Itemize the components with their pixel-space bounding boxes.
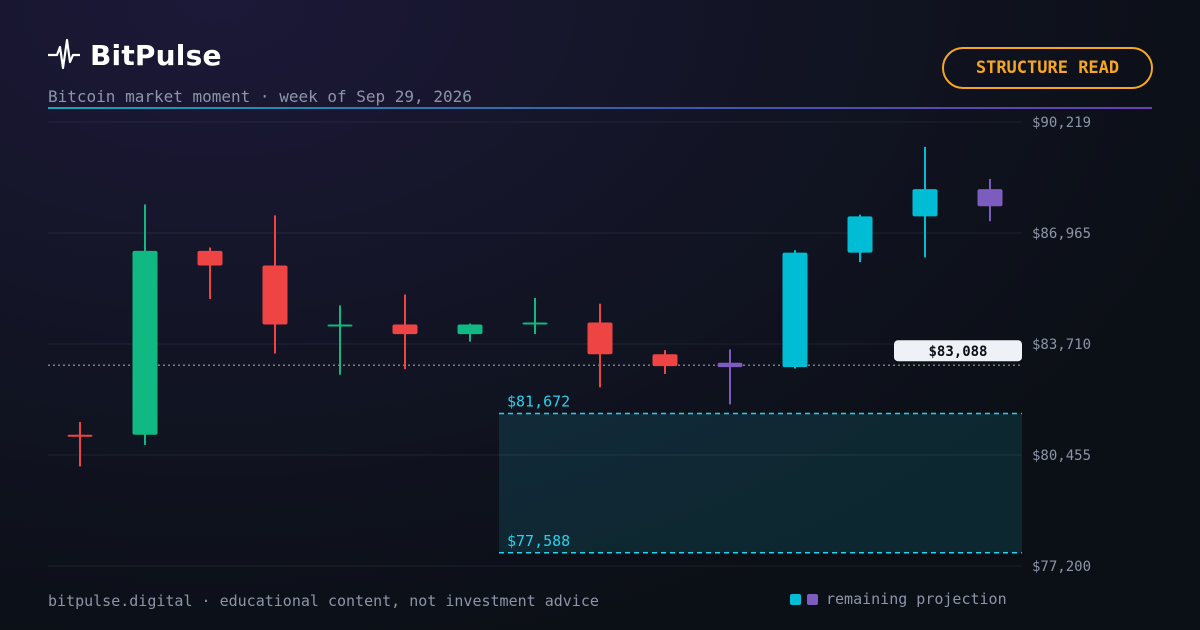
candle-body (327, 324, 353, 327)
candle-body (587, 322, 613, 355)
current-price-tag (894, 340, 1022, 362)
current-price-label: $83,088 (928, 344, 987, 360)
y-tick-label: $86,965 (1032, 226, 1091, 242)
zone-lower-label: $77,588 (507, 532, 570, 550)
legend-label: remaining projection (826, 590, 1007, 608)
legend-swatch-projection-alt (807, 593, 818, 605)
candle-body (847, 216, 873, 253)
projection-zone (499, 413, 1022, 553)
footer-disclaimer: bitpulse.digital · educational content, … (48, 592, 599, 610)
y-tick-label: $80,455 (1032, 448, 1091, 464)
y-tick-label: $90,219 (1032, 115, 1091, 131)
candle-body (392, 324, 418, 335)
zone-upper-label: $81,672 (507, 392, 570, 410)
legend: remaining projection (790, 590, 1007, 608)
y-tick-label: $83,710 (1032, 337, 1091, 353)
candle-body (977, 189, 1003, 207)
brand-name: BitPulse (90, 38, 222, 72)
candle-body (912, 189, 938, 217)
legend-swatch-projection (790, 593, 801, 605)
candle-body (522, 322, 548, 325)
candle-body (262, 265, 288, 325)
candle-body (782, 252, 808, 368)
header-divider (48, 107, 1152, 109)
candle-body (197, 250, 223, 266)
page-subtitle: Bitcoin market moment · week of Sep 29, … (48, 87, 472, 106)
brand: BitPulse (48, 38, 222, 72)
candle-body (132, 250, 158, 435)
structure-read-badge: STRUCTURE READ (942, 47, 1153, 89)
candle-body (457, 324, 483, 335)
candle-body (67, 434, 93, 437)
candle-body (717, 362, 743, 368)
pulse-icon (48, 38, 80, 70)
y-tick-label: $77,200 (1032, 559, 1091, 575)
candle-body (652, 354, 678, 367)
